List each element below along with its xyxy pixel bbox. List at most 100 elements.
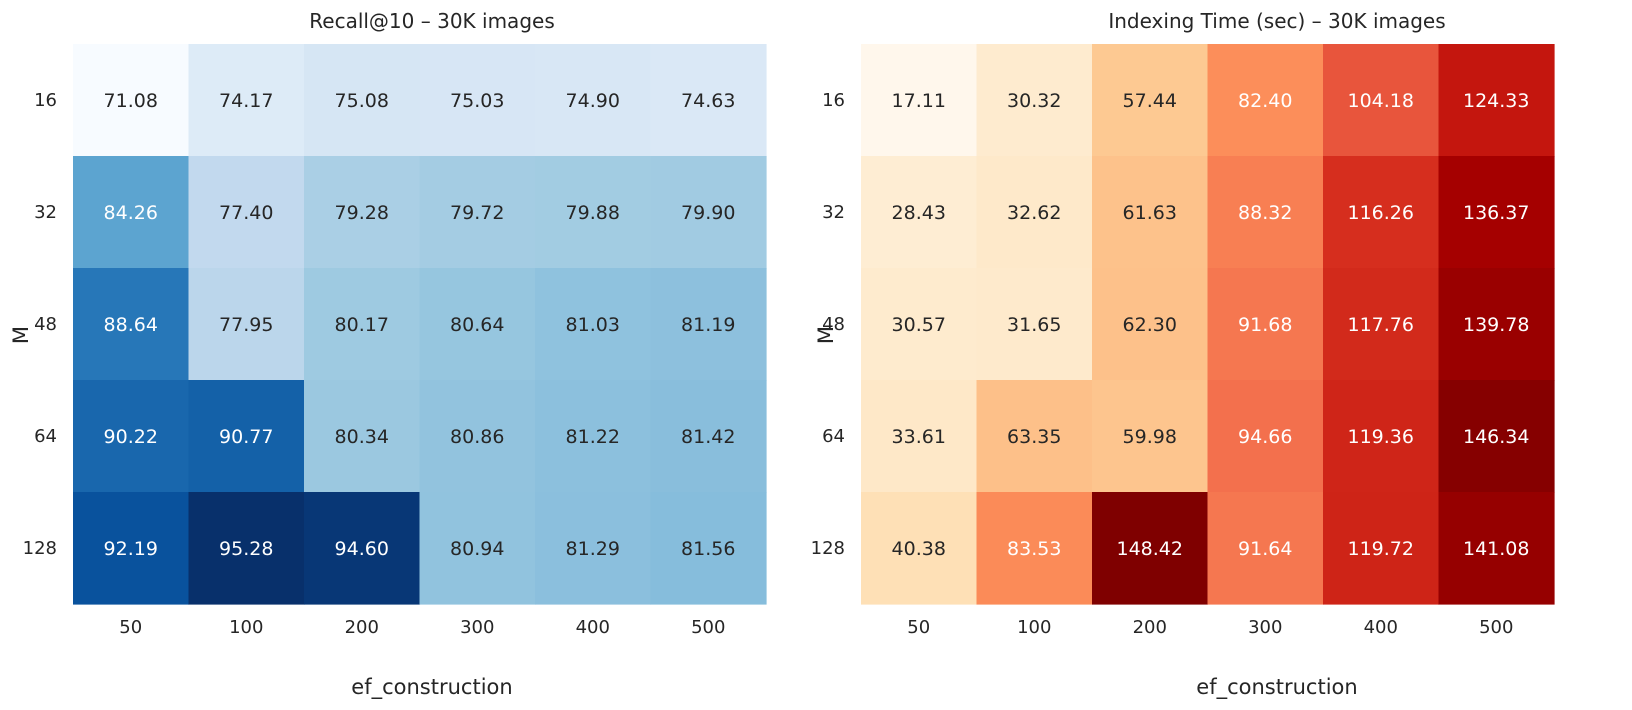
- x-tick-label: 500: [1479, 617, 1513, 638]
- heatmap-cell: [1323, 156, 1440, 269]
- heatmap-cell-value: 104.18: [1348, 90, 1414, 112]
- heatmap-cell: [1438, 268, 1555, 381]
- heatmap-cell-value: 61.63: [1123, 202, 1177, 224]
- x-tick-label: 300: [460, 617, 494, 638]
- heatmap-cell-value: 79.28: [335, 202, 389, 224]
- heatmap-cell-value: 77.95: [219, 314, 273, 336]
- heatmap-cell-value: 32.62: [1007, 202, 1061, 224]
- heatmap-cell-value: 71.08: [104, 90, 158, 112]
- heatmap-cell: [1207, 380, 1324, 493]
- heatmap-cell-value: 88.32: [1238, 202, 1292, 224]
- heatmap-cell-value: 79.72: [450, 202, 504, 224]
- heatmap-cell: [73, 380, 190, 493]
- heatmap-cell: [188, 380, 305, 493]
- heatmap-cell: [1207, 44, 1324, 157]
- heatmap-cell: [73, 156, 190, 269]
- heatmap-cell-value: 77.40: [219, 202, 273, 224]
- heatmap-cell: [861, 156, 978, 269]
- heatmap-cell-value: 17.11: [892, 90, 946, 112]
- heatmap-cell: [976, 492, 1093, 605]
- heatmap-cell-value: 81.22: [566, 426, 620, 448]
- heatmap-cell-value: 148.42: [1117, 538, 1183, 560]
- heatmap-cell: [188, 44, 305, 157]
- heatmap-cell: [1438, 156, 1555, 269]
- heatmap-cell-value: 80.64: [450, 314, 504, 336]
- heatmap-cell: [1092, 268, 1209, 381]
- heatmap-cell: [1092, 380, 1209, 493]
- heatmap-cell: [188, 156, 305, 269]
- heatmap-cell-value: 117.76: [1348, 314, 1414, 336]
- heatmap-cell-value: 81.56: [681, 538, 735, 560]
- x-tick-label: 100: [1017, 617, 1051, 638]
- y-tick-label: 48: [822, 314, 845, 335]
- heatmap-cell-value: 57.44: [1123, 90, 1177, 112]
- y-tick-label: 64: [34, 426, 57, 447]
- x-tick-label: 200: [345, 617, 379, 638]
- heatmap-cell: [535, 268, 652, 381]
- heatmap-cell: [535, 44, 652, 157]
- heatmap-cell: [535, 380, 652, 493]
- heatmap-cell: [1092, 156, 1209, 269]
- heatmap-cell-value: 119.72: [1348, 538, 1414, 560]
- x-tick-label: 500: [691, 617, 725, 638]
- heatmap-cell-value: 141.08: [1463, 538, 1529, 560]
- heatmap-cell-value: 30.32: [1007, 90, 1061, 112]
- indexing-time-y-axis-label: M: [814, 326, 838, 344]
- heatmap-cell-value: 124.33: [1463, 90, 1529, 112]
- heatmap-cell-value: 90.77: [219, 426, 273, 448]
- heatmap-cell: [1323, 268, 1440, 381]
- heatmap-cell: [650, 268, 767, 381]
- recall-x-axis-label: ef_construction: [351, 675, 512, 700]
- heatmap-cell: [419, 380, 536, 493]
- heatmap-cell-value: 94.60: [335, 538, 389, 560]
- heatmap-cell: [73, 492, 190, 605]
- heatmap-cell-value: 62.30: [1123, 314, 1177, 336]
- heatmap-cell-value: 79.90: [681, 202, 735, 224]
- x-tick-label: 400: [576, 617, 610, 638]
- heatmap-cell: [304, 156, 421, 269]
- x-tick-label: 200: [1133, 617, 1167, 638]
- heatmap-cell-value: 82.40: [1238, 90, 1292, 112]
- heatmap-cell-value: 94.66: [1238, 426, 1292, 448]
- y-tick-label: 32: [822, 202, 845, 223]
- heatmap-cell-value: 30.57: [892, 314, 946, 336]
- heatmap-cell-value: 91.64: [1238, 538, 1292, 560]
- heatmap-cell-value: 40.38: [892, 538, 946, 560]
- heatmap-cell: [419, 44, 536, 157]
- y-tick-label: 48: [34, 314, 57, 335]
- heatmap-cell: [1207, 268, 1324, 381]
- heatmap-cell: [304, 268, 421, 381]
- indexing-time-x-axis-label: ef_construction: [1196, 675, 1357, 700]
- heatmap-cell: [73, 268, 190, 381]
- heatmap-cell-value: 81.03: [566, 314, 620, 336]
- heatmap-cell-value: 28.43: [892, 202, 946, 224]
- heatmap-cell-value: 33.61: [892, 426, 946, 448]
- heatmap-cell: [650, 492, 767, 605]
- heatmap-cell: [419, 268, 536, 381]
- heatmap-cell-value: 136.37: [1463, 202, 1529, 224]
- heatmap-cell-value: 75.08: [335, 90, 389, 112]
- heatmap-cell: [73, 44, 190, 157]
- heatmap-cell-value: 139.78: [1463, 314, 1529, 336]
- heatmap-cell: [1207, 492, 1324, 605]
- heatmap-cell: [535, 492, 652, 605]
- heatmap-cell: [1323, 380, 1440, 493]
- heatmap-cell-value: 95.28: [219, 538, 273, 560]
- y-tick-label: 32: [34, 202, 57, 223]
- heatmap-cell-value: 116.26: [1348, 202, 1414, 224]
- x-tick-label: 100: [229, 617, 263, 638]
- heatmap-cell: [304, 380, 421, 493]
- x-tick-label: 400: [1364, 617, 1398, 638]
- y-tick-label: 64: [822, 426, 845, 447]
- y-tick-label: 128: [811, 538, 845, 559]
- heatmap-cell-value: 63.35: [1007, 426, 1061, 448]
- heatmap-cell: [419, 156, 536, 269]
- heatmap-cell-value: 80.94: [450, 538, 504, 560]
- x-tick-label: 50: [907, 617, 930, 638]
- heatmap-cell: [976, 268, 1093, 381]
- heatmap-cell: [650, 44, 767, 157]
- heatmap-cell-value: 81.19: [681, 314, 735, 336]
- heatmap-cell: [976, 44, 1093, 157]
- heatmap-cell-value: 74.63: [681, 90, 735, 112]
